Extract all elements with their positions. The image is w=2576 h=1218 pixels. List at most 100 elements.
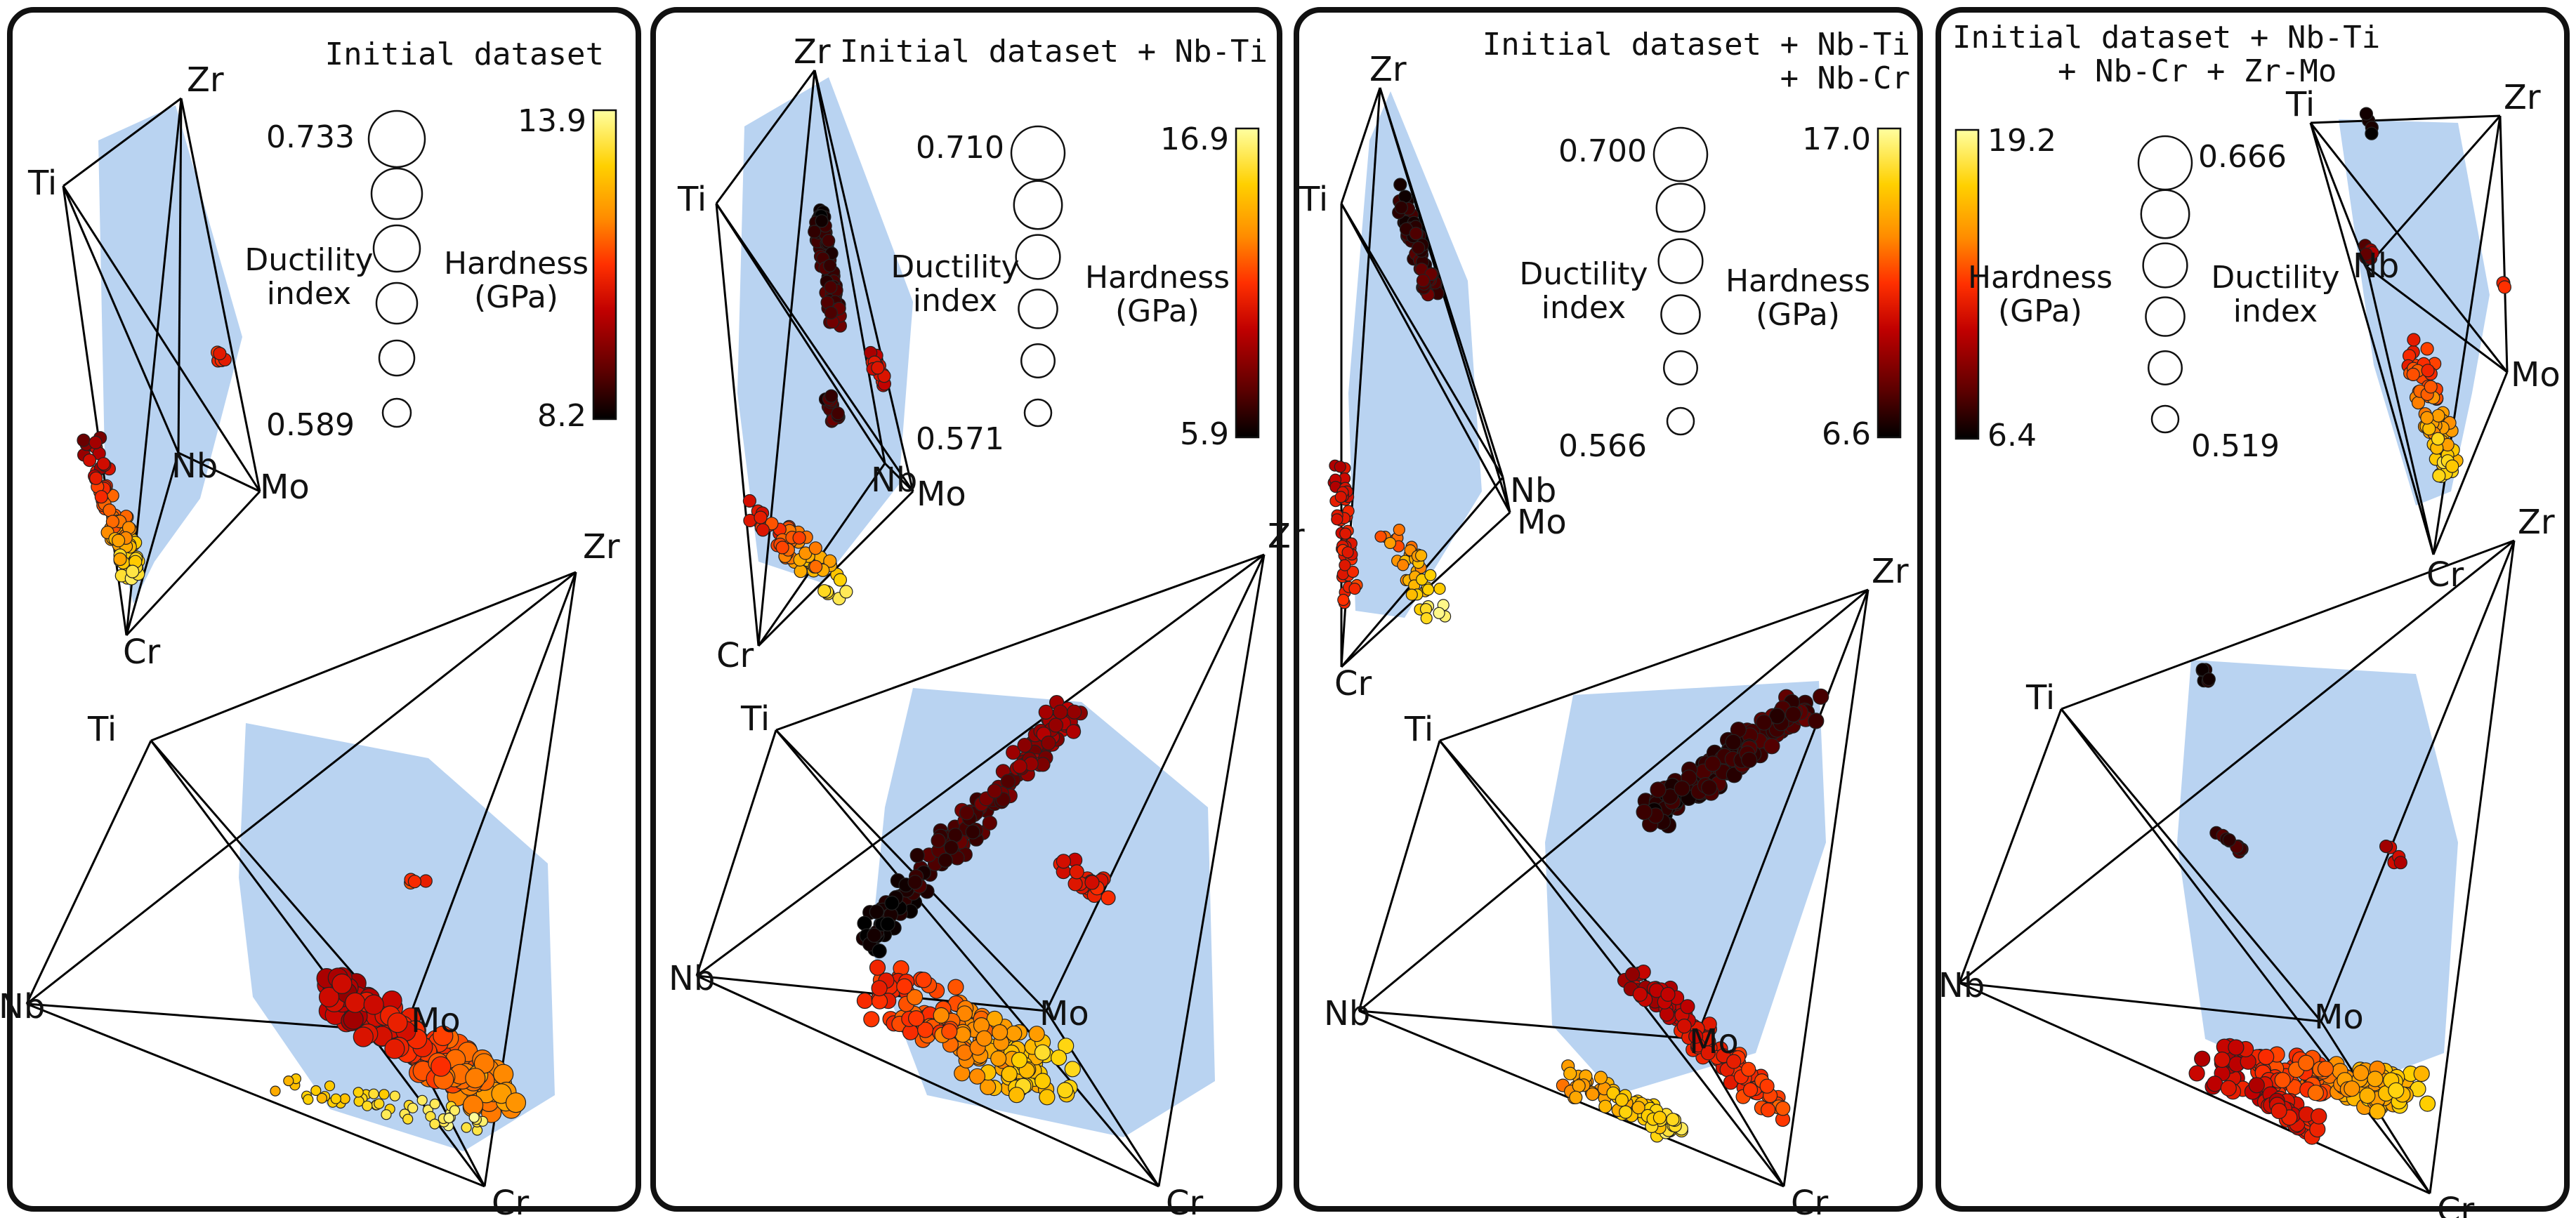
large-vertex-label-ti: Ti xyxy=(2025,678,2055,717)
point-cluster xyxy=(2209,826,2249,859)
point-cluster xyxy=(808,203,848,333)
data-point xyxy=(2274,1071,2291,1089)
small-vertex-label-cr: Cr xyxy=(1334,664,1372,703)
ductility-min-label: 0.589 xyxy=(266,407,355,443)
data-point xyxy=(2365,126,2379,140)
large-edge-ti-mo xyxy=(2060,708,2322,1022)
data-point xyxy=(831,406,845,421)
data-point xyxy=(1572,1079,1586,1093)
data-point xyxy=(794,564,808,578)
point-cluster xyxy=(1374,523,1452,625)
data-point xyxy=(869,959,886,976)
data-point xyxy=(1726,1054,1742,1069)
data-point xyxy=(462,1094,484,1116)
data-point xyxy=(2421,364,2435,378)
large-tetrahedron-view xyxy=(695,553,1266,1188)
small-edge-nb-mo xyxy=(883,462,914,493)
large-hull-surface xyxy=(2177,660,2458,1095)
point-cluster xyxy=(270,1073,489,1136)
data-point xyxy=(1785,706,1802,723)
large-edge-nb-mo xyxy=(696,974,1047,1012)
data-point xyxy=(822,234,836,248)
small-vertex-label-nb: Nb xyxy=(871,461,917,500)
data-point xyxy=(96,457,110,471)
data-point xyxy=(368,1088,379,1099)
panel-title-line1: Initial dataset + Nb-Ti xyxy=(1483,27,1910,62)
ductility-size-circle xyxy=(1010,125,1066,181)
data-point xyxy=(1615,1093,1629,1107)
ductility-max-label: 0.710 xyxy=(916,130,1004,166)
point-cluster xyxy=(856,959,1081,1106)
ductility-size-circle xyxy=(1663,350,1698,385)
data-point xyxy=(775,541,789,555)
small-hull-surface xyxy=(98,105,242,604)
data-point xyxy=(915,972,932,988)
large-vertex-label-zr: Zr xyxy=(1872,552,1909,591)
large-edge-zr-cr xyxy=(2429,540,2516,1194)
data-point xyxy=(1813,688,1829,705)
small-edge-ti-nb xyxy=(2309,122,2368,267)
ductility-size-circle xyxy=(1018,289,1058,329)
data-point xyxy=(1433,607,1445,619)
large-vertex-label-mo: Mo xyxy=(1689,1022,1739,1061)
data-point xyxy=(2298,1054,2315,1071)
data-point xyxy=(1433,582,1446,595)
data-point xyxy=(808,225,822,239)
data-point xyxy=(1084,875,1100,890)
colorbar-gradient xyxy=(1877,127,1902,439)
panel-4: Ti Zr Nb Mo Cr Ti Zr Nb Mo Cr Initial dataset + Nb… xyxy=(1936,7,2570,1218)
ductility-title-line2: index xyxy=(267,276,351,312)
data-point xyxy=(1053,704,1068,720)
data-point xyxy=(2307,1085,2324,1101)
large-hull-surface xyxy=(239,723,555,1151)
data-point xyxy=(1100,890,1116,906)
data-point xyxy=(1048,717,1064,733)
data-point xyxy=(869,904,884,920)
data-point xyxy=(113,552,127,567)
large-vertex-label-zr: Zr xyxy=(583,527,620,567)
data-point xyxy=(987,783,1002,799)
large-edge-zr-cr xyxy=(1157,554,1266,1187)
ductility-size-circle xyxy=(375,282,419,325)
large-vertex-label-zr: Zr xyxy=(2518,503,2555,542)
data-point xyxy=(407,1102,419,1113)
data-point xyxy=(2194,1050,2211,1067)
data-point xyxy=(310,1085,322,1097)
data-point xyxy=(808,541,822,555)
data-point xyxy=(954,1026,971,1043)
data-point xyxy=(1050,1050,1067,1066)
point-cluster xyxy=(2496,276,2511,294)
panel-title-line1: Initial dataset xyxy=(325,37,604,72)
data-point xyxy=(880,916,895,932)
data-point xyxy=(1409,227,1423,241)
data-point xyxy=(872,943,887,959)
data-point xyxy=(1056,1082,1074,1099)
small-vertex-label-zr: Zr xyxy=(1369,50,1407,89)
data-point xyxy=(2424,380,2438,394)
data-point xyxy=(384,1038,405,1059)
data-point xyxy=(389,1090,400,1101)
data-point xyxy=(443,1112,454,1124)
data-point xyxy=(103,503,117,517)
data-point xyxy=(88,435,103,450)
small-edge-mo-cr xyxy=(2432,371,2509,555)
data-point xyxy=(1688,1028,1704,1044)
data-point xyxy=(1756,714,1773,731)
data-point xyxy=(909,847,925,863)
data-point xyxy=(1775,1101,1791,1116)
data-point xyxy=(990,1050,1007,1067)
data-point xyxy=(283,1075,294,1087)
data-point xyxy=(896,978,913,995)
data-point xyxy=(105,515,119,529)
small-edge-nb-mo xyxy=(2366,265,2508,373)
data-point xyxy=(94,490,108,504)
data-point xyxy=(959,805,975,821)
ductility-title: Ductility xyxy=(891,249,1019,285)
data-point xyxy=(2420,411,2434,425)
hardness-max-label: 17.0 xyxy=(1802,121,1871,157)
small-vertex-label-ti: Ti xyxy=(27,164,57,203)
small-vertex-label-ti: Ti xyxy=(677,180,707,219)
data-point xyxy=(1631,1101,1645,1115)
